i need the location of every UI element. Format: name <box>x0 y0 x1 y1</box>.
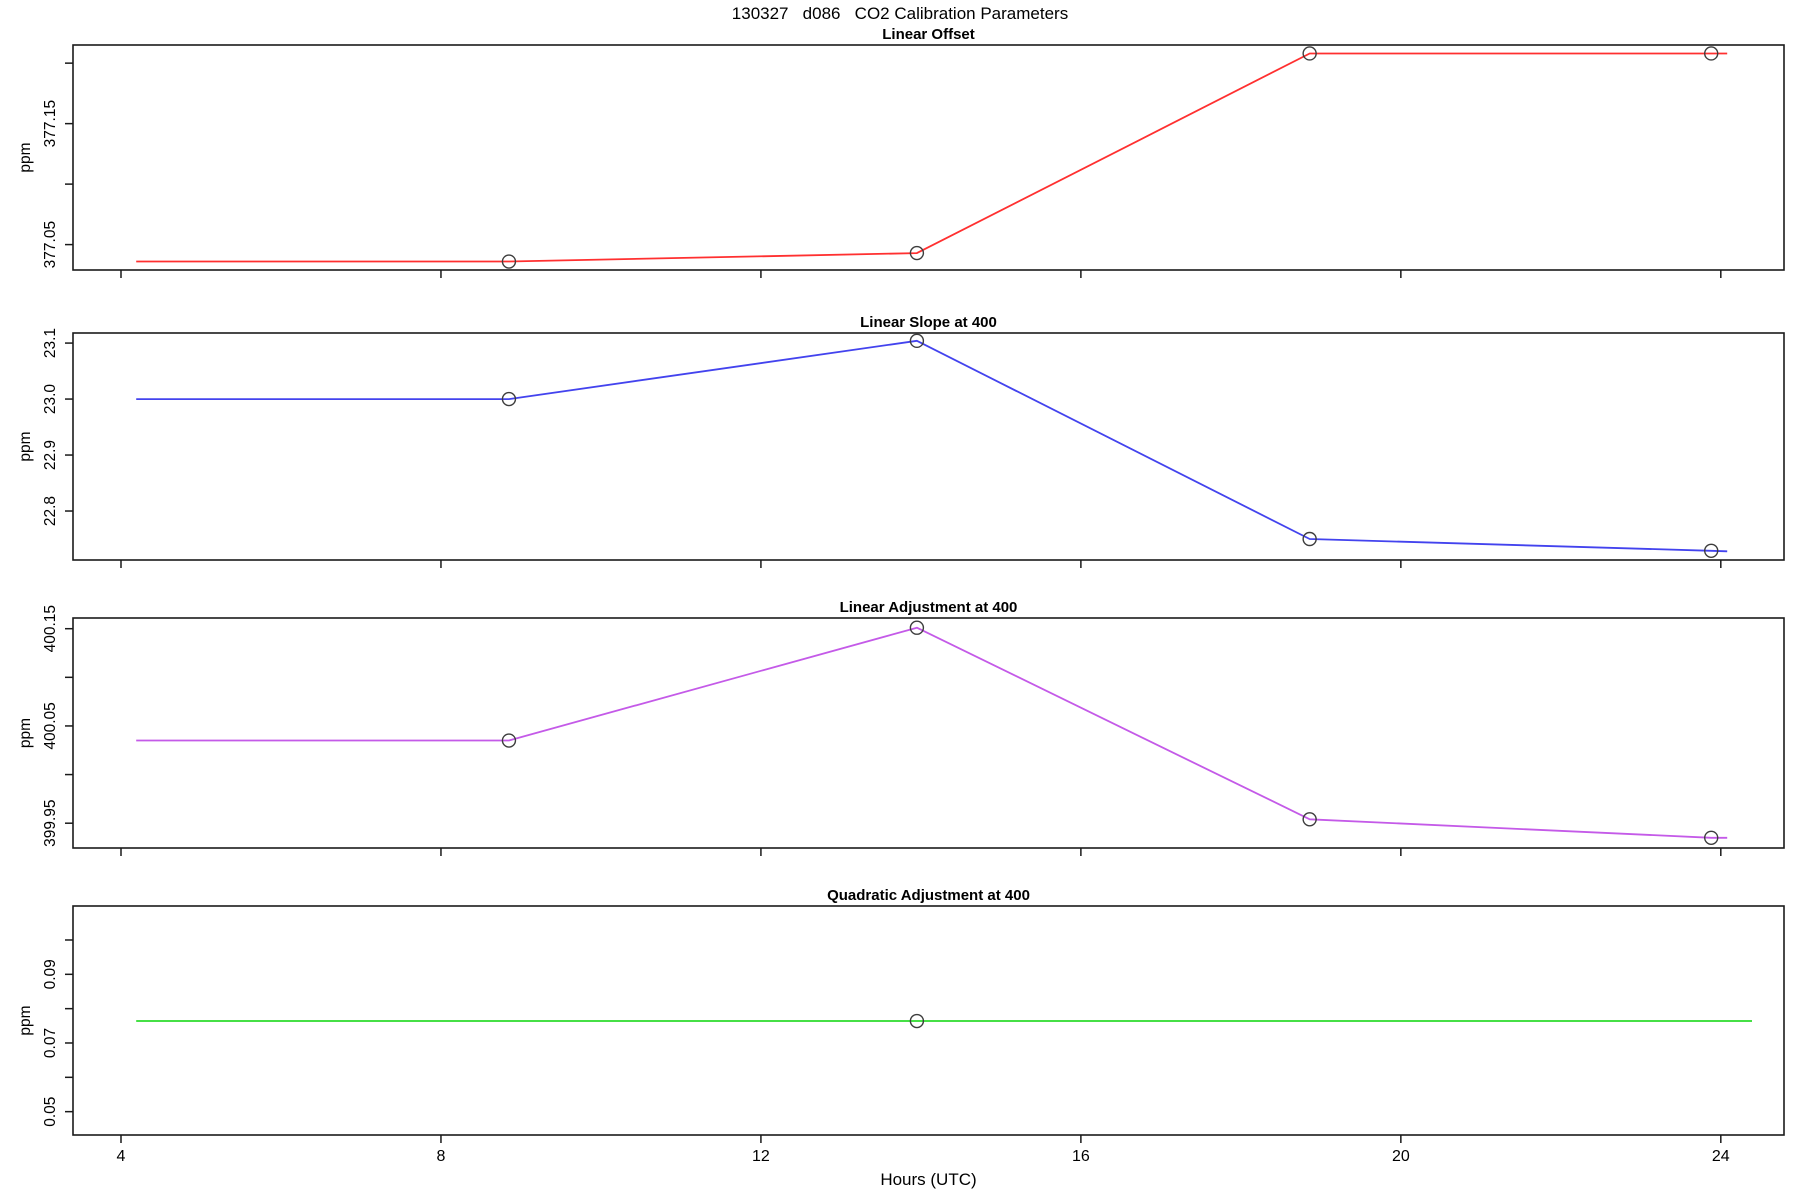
y-axis-unit-label: ppm <box>17 718 34 748</box>
data-point-marker <box>909 245 925 261</box>
y-axis-unit-label: ppm <box>17 431 34 461</box>
panel-title-linear-adjustment: Linear Adjustment at 400 <box>839 599 1018 616</box>
panel-border <box>72 44 1785 271</box>
panel-border <box>72 332 1785 561</box>
panel-title-linear-slope: Linear Slope at 400 <box>860 314 997 331</box>
y-tick-label: 0.07 <box>42 1028 59 1058</box>
x-tick-label: 24 <box>1712 1148 1730 1165</box>
y-tick-label: 23.1 <box>42 328 59 358</box>
panel-title-quadratic-adjustment: Quadratic Adjustment at 400 <box>827 887 1030 904</box>
y-tick-label: 400.15 <box>42 605 59 652</box>
data-point-marker <box>909 1013 925 1029</box>
y-axis-unit-label: ppm <box>17 1005 34 1035</box>
data-point-marker <box>501 391 517 407</box>
x-tick-label: 12 <box>752 1148 770 1165</box>
data-point-marker <box>1704 46 1719 61</box>
y-axis-unit-label: ppm <box>17 142 34 172</box>
data-point-marker <box>1704 830 1719 845</box>
data-point-marker <box>501 254 517 269</box>
y-tick-label: 22.8 <box>42 496 59 526</box>
y-tick-label: 377.05 <box>42 221 59 268</box>
y-tick-label: 400.05 <box>42 702 59 749</box>
panel-border <box>72 617 1785 849</box>
data-point-marker <box>1302 531 1317 547</box>
y-tick-label: 377.15 <box>42 100 59 147</box>
page-title: 130327 d086 CO2 Calibration Parameters <box>731 4 1069 23</box>
y-tick-label: 23.0 <box>42 384 59 415</box>
x-tick-label: 20 <box>1392 1148 1410 1165</box>
data-point-marker <box>501 733 517 748</box>
x-tick-label: 4 <box>117 1148 126 1165</box>
x-tick-label: 8 <box>437 1148 446 1165</box>
data-point-marker <box>1302 46 1317 61</box>
data-point-marker <box>909 333 925 349</box>
y-tick-label: 22.9 <box>42 440 59 470</box>
series-line <box>136 626 1728 839</box>
y-tick-label: 0.05 <box>42 1097 59 1127</box>
data-point-marker <box>1704 543 1719 558</box>
data-point-marker <box>909 620 925 635</box>
x-axis-label: Hours (UTC) <box>880 1170 977 1189</box>
panel-border <box>72 905 1785 1136</box>
data-point-marker <box>1302 812 1317 827</box>
series-line <box>136 52 1728 263</box>
panel-title-linear-offset: Linear Offset <box>882 26 975 43</box>
series-line <box>136 339 1728 553</box>
y-tick-label: 399.95 <box>42 799 59 846</box>
y-tick-label: 0.09 <box>42 959 59 989</box>
x-tick-label: 16 <box>1072 1148 1090 1165</box>
